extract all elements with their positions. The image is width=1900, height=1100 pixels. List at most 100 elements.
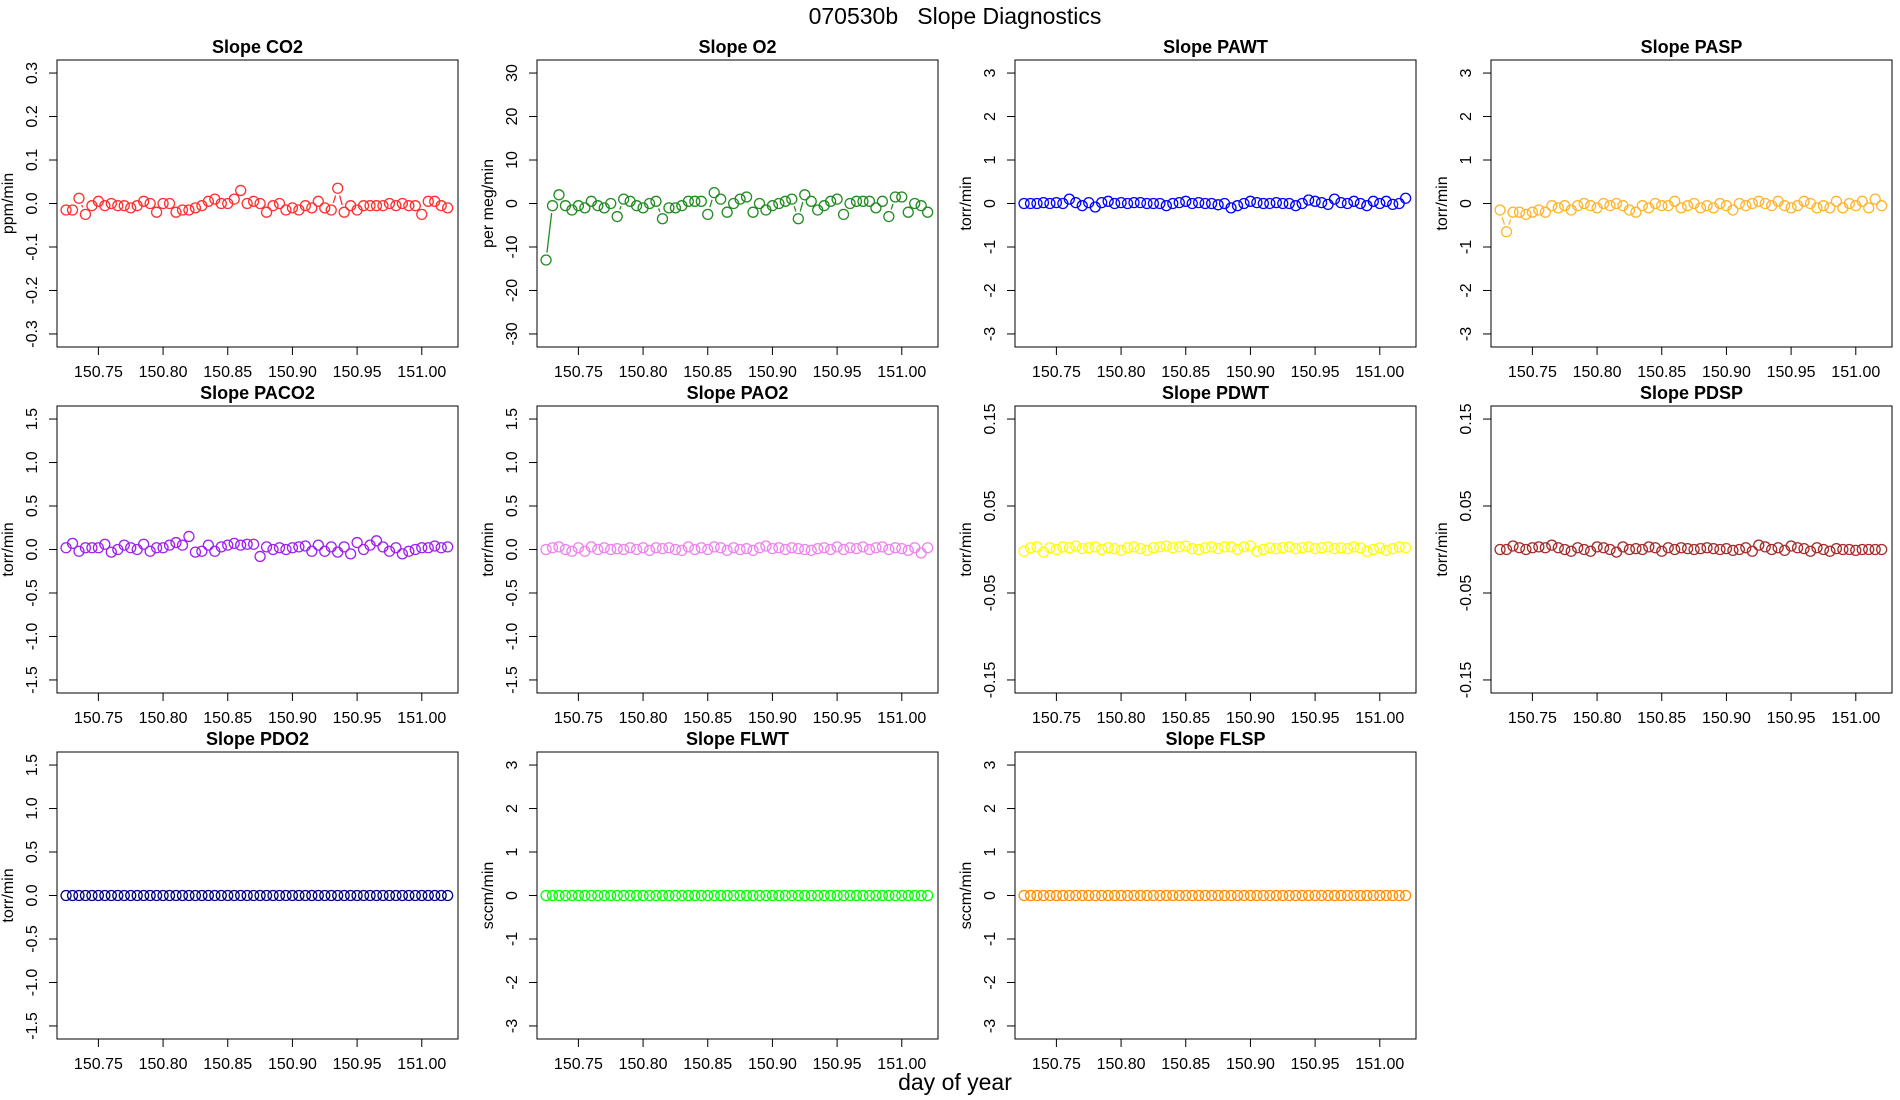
- point: [125, 202, 137, 214]
- point: [416, 208, 428, 221]
- point: [1102, 195, 1114, 207]
- point: [1231, 200, 1244, 212]
- point: [1199, 542, 1211, 554]
- point: [150, 206, 163, 218]
- x-tick-label: 150.90: [748, 1056, 797, 1073]
- x-tick-label: 150.90: [1226, 710, 1275, 727]
- point: [1863, 202, 1875, 214]
- y-tick-label: 0.0: [24, 884, 41, 906]
- point: [377, 200, 389, 212]
- y-tick-label: -0.5: [504, 579, 521, 607]
- point: [1037, 889, 1050, 902]
- y-tick-label: 0.1: [24, 149, 41, 171]
- point: [747, 544, 759, 557]
- point: [1322, 198, 1334, 211]
- point: [92, 889, 105, 902]
- point: [1636, 543, 1648, 556]
- point: [1856, 543, 1868, 556]
- point: [390, 200, 402, 212]
- point: [403, 200, 415, 212]
- point: [715, 193, 727, 205]
- point: [1623, 204, 1636, 216]
- point: [1328, 889, 1341, 902]
- point: [915, 889, 927, 902]
- point: [682, 195, 694, 207]
- y-tick-label: 0.3: [24, 62, 41, 84]
- point: [1270, 196, 1282, 209]
- point: [1400, 889, 1412, 902]
- point: [766, 200, 779, 212]
- point: [105, 889, 117, 902]
- point: [157, 889, 169, 902]
- y-tick-label: -0.3: [24, 320, 41, 348]
- point: [1584, 200, 1597, 212]
- point: [922, 542, 934, 554]
- y-axis-label: torr/min: [0, 868, 17, 922]
- y-tick-label: 1: [982, 155, 999, 164]
- y-tick-label: 2: [982, 112, 999, 121]
- point: [260, 889, 273, 902]
- point: [1128, 541, 1140, 553]
- x-tick-label: 150.80: [139, 364, 188, 381]
- point: [1193, 889, 1205, 902]
- point: [215, 889, 227, 902]
- point: [370, 200, 383, 212]
- point: [896, 191, 908, 203]
- point: [1050, 543, 1063, 556]
- point: [1335, 542, 1347, 554]
- point: [1335, 196, 1347, 209]
- point: [559, 543, 572, 556]
- point: [643, 544, 656, 557]
- point: [1380, 544, 1392, 557]
- point: [125, 889, 137, 902]
- point: [1328, 193, 1341, 205]
- connector: [1508, 219, 1512, 225]
- panel-title: Slope PDWT: [1162, 383, 1269, 403]
- x-tick-label: 150.80: [619, 364, 668, 381]
- point: [1649, 542, 1661, 554]
- point: [1018, 545, 1030, 557]
- plot-frame: [1014, 751, 1417, 1040]
- y-tick-label: -1.5: [24, 1012, 41, 1040]
- point: [1494, 543, 1506, 556]
- point: [1225, 541, 1237, 553]
- y-axis-label: ppm/min: [0, 173, 17, 234]
- point: [592, 543, 604, 556]
- point: [1309, 195, 1321, 207]
- y-tick-label: 1: [1458, 155, 1475, 164]
- x-tick-label: 150.80: [139, 1056, 188, 1073]
- point: [1500, 543, 1513, 556]
- plot-frame: [536, 59, 939, 348]
- point: [1121, 197, 1134, 210]
- point: [1290, 542, 1302, 555]
- point: [1251, 889, 1263, 902]
- point: [202, 539, 214, 551]
- point: [131, 543, 143, 556]
- point: [1031, 889, 1043, 902]
- point: [357, 889, 370, 902]
- point: [656, 889, 669, 902]
- x-tick-label: 151.00: [877, 364, 926, 381]
- point: [766, 542, 779, 555]
- point: [1380, 195, 1392, 207]
- point: [1727, 204, 1739, 216]
- point: [1597, 542, 1610, 554]
- point: [1565, 545, 1577, 557]
- x-tick-label: 150.75: [1508, 364, 1557, 381]
- x-tick-label: 150.85: [1161, 364, 1210, 381]
- point: [605, 889, 617, 902]
- point: [1070, 889, 1082, 902]
- x-tick-label: 150.75: [554, 1056, 603, 1073]
- point: [760, 889, 772, 902]
- point: [286, 202, 299, 214]
- point: [844, 542, 856, 554]
- point: [837, 889, 850, 902]
- point: [293, 541, 305, 553]
- point: [1656, 200, 1668, 212]
- point: [1186, 542, 1198, 555]
- x-tick-label: 151.00: [1831, 710, 1880, 727]
- point: [112, 200, 124, 212]
- point: [1374, 889, 1386, 902]
- x-tick-label: 150.75: [1032, 710, 1081, 727]
- y-tick-label: 0.05: [1458, 490, 1475, 521]
